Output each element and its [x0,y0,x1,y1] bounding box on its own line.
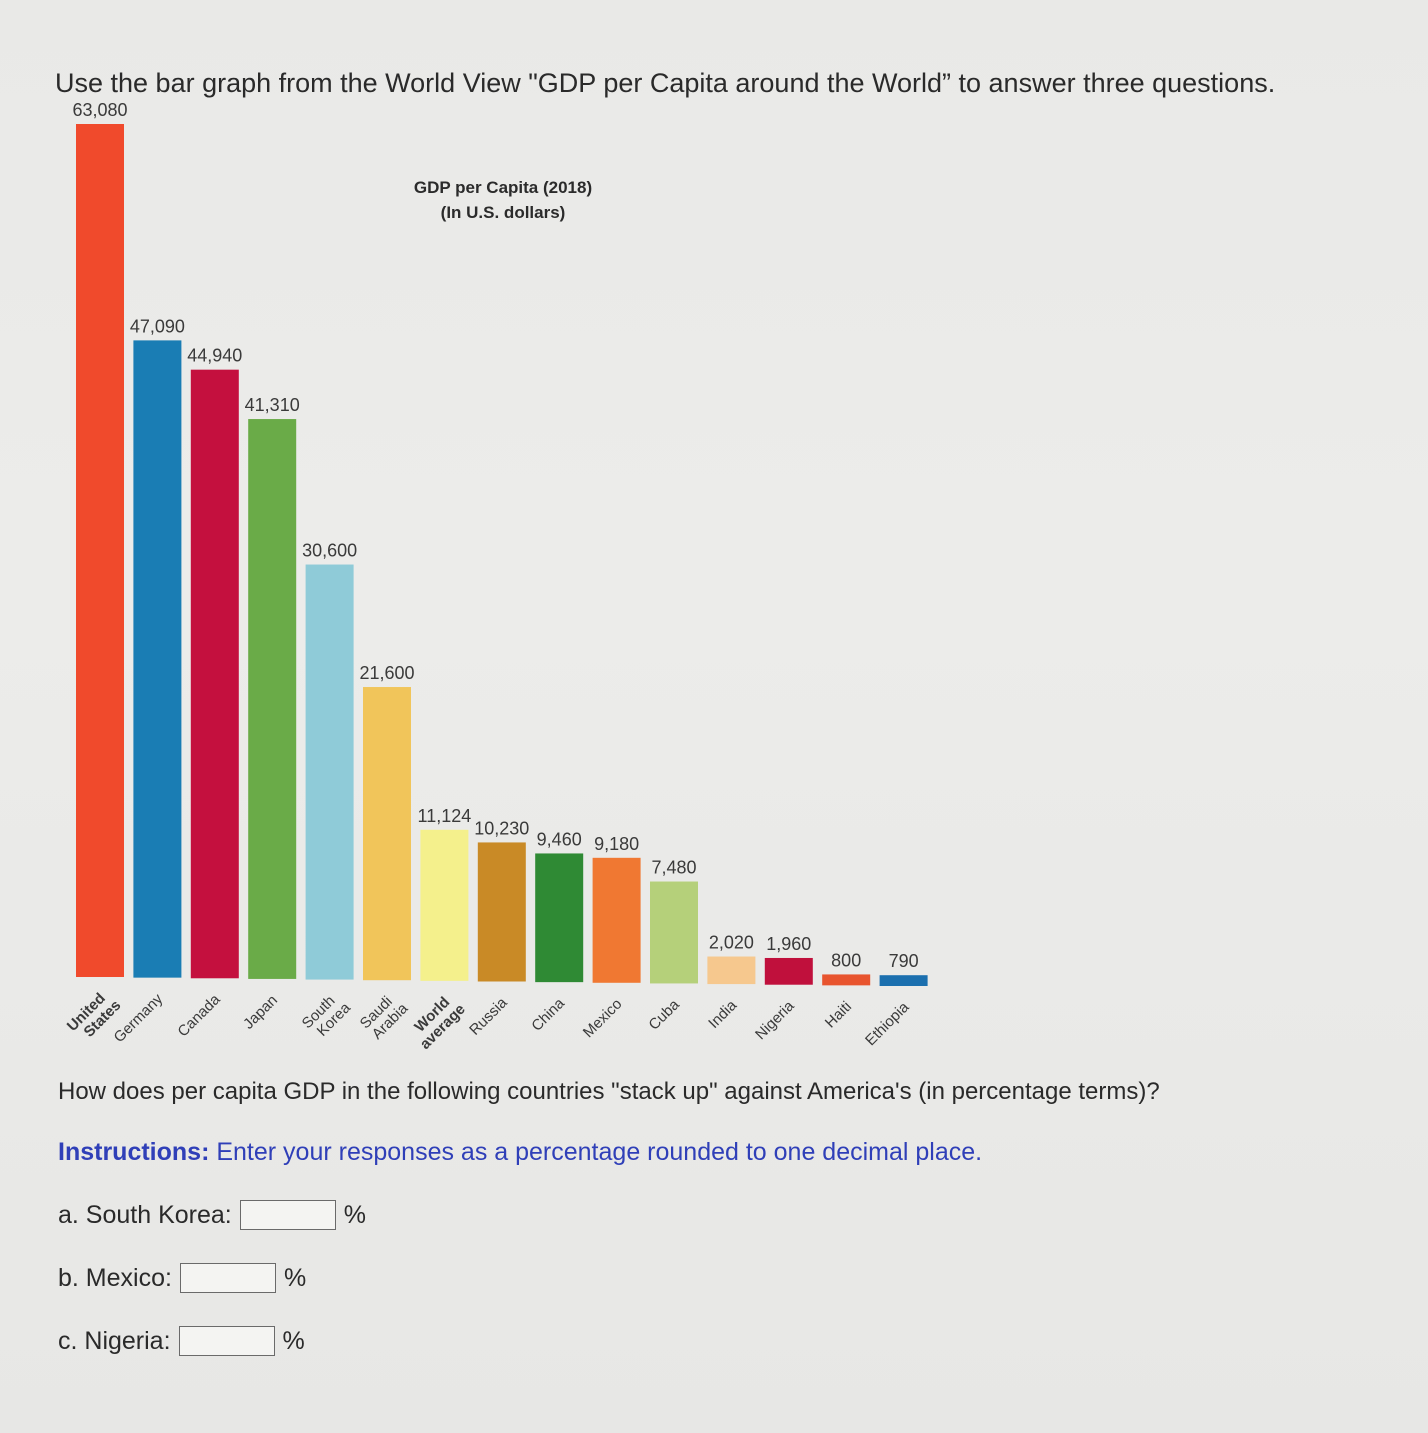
bar-mexico [592,857,641,983]
answer-row-nigeria: c. Nigeria: % [58,1326,305,1356]
category-label-line: India [705,996,740,1031]
category-label-line: Canada [174,991,224,1041]
stack-question: How does per capita GDP in the following… [58,1078,1160,1105]
value-label-saudi-arabia: 21,600 [359,663,414,683]
category-label-china: China [528,994,568,1034]
value-label-world-average: 11,124 [418,806,472,826]
south-korea-answer-input[interactable] [239,1200,336,1230]
category-label-line: China [528,994,568,1034]
category-label-germany: Germany [111,990,167,1046]
category-label-haiti: Haiti [822,998,855,1031]
category-label-ethiopia: Ethiopia [862,998,913,1049]
bar-cuba [650,881,698,984]
category-label-line: Germany [111,990,167,1046]
category-label-saudi-arabia: SaudiArabia [357,988,412,1043]
bar-canada [190,369,239,979]
instructions-lead: Instructions: [58,1138,210,1166]
category-label-mexico: Mexico [580,996,626,1042]
value-label-japan: 41,310 [245,395,300,415]
bar-japan [248,419,297,979]
answer-row-south-korea: a. South Korea: % [58,1200,366,1230]
category-label-line: Nigeria [752,997,798,1043]
value-label-haiti: 800 [831,950,861,970]
category-label-cuba: Cuba [645,996,683,1034]
value-label-india: 2,020 [709,933,754,953]
bar-india [707,956,756,985]
chart-title-line2: (In U.S. dollars) [441,203,566,222]
value-label-germany: 47,090 [130,316,185,336]
category-label-russia: Russia [466,994,511,1039]
value-label-south-korea: 30,600 [302,541,357,561]
value-label-cuba: 7,480 [651,858,696,878]
instructions: Instructions: Enter your responses as a … [58,1138,982,1167]
bar-haiti [822,974,871,986]
bar-saudi-arabia [363,687,411,981]
bar-nigeria [764,957,813,985]
value-label-ethiopia: 790 [889,951,919,971]
bar-united-states [76,124,124,977]
value-label-canada: 44,940 [187,346,242,366]
question-header: Use the bar graph from the World View "G… [55,68,1276,98]
value-label-united-states: 63,080 [72,100,127,120]
percent-unit: % [282,1326,305,1355]
answer-label: c. Nigeria: [58,1326,171,1355]
bar-south-korea [305,564,354,980]
value-label-russia: 10,230 [474,818,529,838]
bars-layer [76,124,928,986]
bar-ethiopia [879,975,928,986]
bar-russia [477,842,526,982]
category-label-canada: Canada [174,991,224,1041]
bar-germany [133,340,182,978]
percent-unit: % [343,1200,366,1229]
answer-row-mexico: b. Mexico: % [58,1263,306,1293]
bar-china [535,853,584,983]
category-label-line: Japan [240,992,281,1033]
category-label-line: Cuba [645,996,683,1034]
value-label-nigeria: 1,960 [766,934,811,954]
mexico-answer-input[interactable] [179,1263,276,1293]
value-label-mexico: 9,180 [594,834,639,854]
category-label-line: Haiti [822,998,855,1031]
answer-label: a. South Korea: [58,1200,232,1229]
category-label-nigeria: Nigeria [752,997,798,1043]
answer-label: b. Mexico: [58,1263,172,1292]
category-label-world-average: Worldaverage [405,989,468,1052]
category-label-japan: Japan [240,992,281,1033]
category-label-south-korea: SouthKorea [299,988,355,1044]
chart-title-line1: GDP per Capita (2018) [414,178,592,197]
bar-world-average [420,829,469,981]
category-label-india: India [705,996,740,1031]
category-label-line: Russia [466,994,511,1039]
nigeria-answer-input[interactable] [178,1326,275,1356]
instructions-text: Enter your responses as a percentage rou… [209,1138,983,1166]
percent-unit: % [283,1263,307,1292]
category-label-line: Ethiopia [862,998,913,1049]
value-label-china: 9,460 [537,829,582,849]
category-label-line: Mexico [580,996,626,1042]
